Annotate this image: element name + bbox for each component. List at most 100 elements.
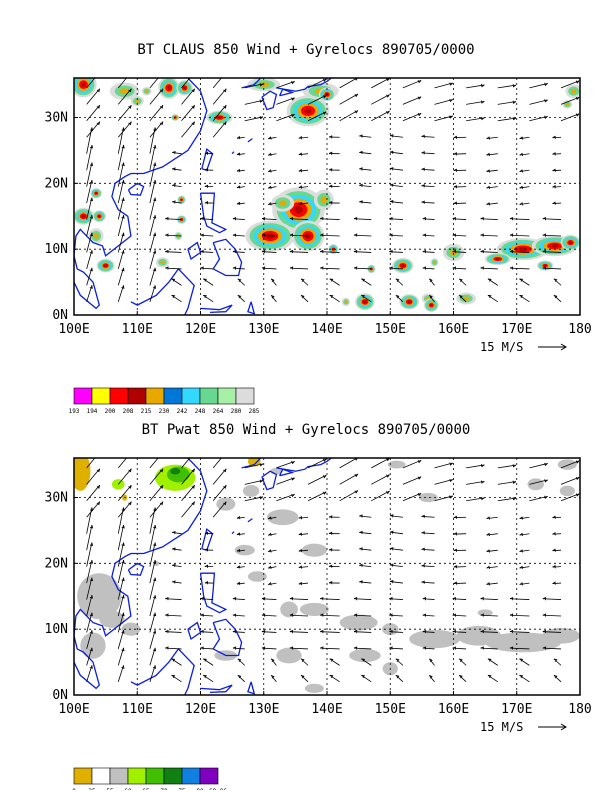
wind-arrow bbox=[86, 162, 93, 187]
wind-arrow bbox=[486, 186, 498, 189]
wind-arrow bbox=[371, 458, 390, 469]
wind-arrow bbox=[172, 548, 182, 551]
wind-arrowhead bbox=[203, 294, 207, 299]
wind-arrow bbox=[171, 278, 182, 286]
wind-arrowhead bbox=[259, 463, 264, 467]
wind-arrowhead bbox=[236, 201, 241, 206]
wind-arrowhead bbox=[459, 674, 463, 679]
wind-arrowhead bbox=[204, 151, 209, 155]
pwat-shading bbox=[485, 632, 562, 653]
wind-arrow bbox=[487, 658, 498, 666]
wind-arrowhead bbox=[429, 674, 433, 679]
wind-arrowhead bbox=[96, 501, 101, 506]
wind-arrow bbox=[486, 202, 498, 205]
wind-arrowhead bbox=[509, 249, 514, 254]
wind-arrowhead bbox=[291, 460, 295, 465]
wind-arrowhead bbox=[236, 565, 241, 569]
wind-arrowhead bbox=[389, 646, 393, 650]
wind-arrow bbox=[236, 516, 245, 519]
wind-arrow bbox=[371, 110, 390, 122]
colorbar-label: 65 bbox=[142, 788, 150, 790]
wind-arrow bbox=[487, 294, 498, 303]
wind-arrow bbox=[560, 460, 580, 469]
wind-arrowhead bbox=[553, 658, 558, 662]
vector-reference-arrowhead bbox=[560, 723, 567, 731]
wind-arrow bbox=[244, 116, 264, 122]
wind-arrowhead bbox=[171, 278, 176, 282]
wind-arrow bbox=[422, 234, 435, 237]
wind-arrow bbox=[339, 110, 359, 122]
wind-vectors bbox=[86, 78, 580, 303]
wind-arrowhead bbox=[453, 515, 457, 519]
wind-arrow bbox=[203, 294, 214, 303]
wind-arrowhead bbox=[421, 514, 425, 518]
wind-arrowhead bbox=[128, 468, 132, 473]
wind-arrowhead bbox=[480, 233, 484, 237]
wind-arrow bbox=[298, 549, 309, 552]
wind-arrowhead bbox=[89, 285, 93, 289]
wind-arrow bbox=[307, 458, 327, 469]
wind-arrow bbox=[390, 168, 403, 171]
wind-arrowhead bbox=[271, 278, 275, 283]
wind-arrowhead bbox=[200, 233, 204, 237]
wind-arrow bbox=[200, 647, 214, 650]
wind-arrowhead bbox=[204, 184, 209, 188]
coastline bbox=[127, 562, 145, 576]
wind-arrow bbox=[486, 582, 498, 585]
wind-arrow bbox=[181, 121, 195, 138]
wind-arrow bbox=[181, 484, 195, 502]
x-tick-label: 120E bbox=[185, 702, 216, 717]
wind-arrowhead bbox=[519, 294, 524, 299]
x-tick-label: 170E bbox=[501, 702, 532, 717]
wind-arrow bbox=[86, 197, 93, 220]
pwat-shading bbox=[304, 683, 324, 694]
cloud-shading bbox=[363, 300, 367, 304]
wind-arrow bbox=[395, 675, 404, 683]
coastline bbox=[279, 468, 295, 477]
wind-arrowhead bbox=[386, 94, 390, 98]
wind-arrow bbox=[236, 136, 245, 139]
wind-arrow bbox=[422, 631, 435, 633]
wind-arrowhead bbox=[159, 121, 164, 126]
wind-arrowhead bbox=[261, 233, 266, 237]
wind-arrow bbox=[509, 267, 530, 270]
wind-arrow bbox=[552, 549, 562, 552]
wind-arrow bbox=[509, 251, 530, 253]
pwat-shading bbox=[387, 460, 406, 469]
wind-arrow bbox=[434, 99, 453, 105]
wind-arrowhead bbox=[159, 105, 164, 109]
wind-arrow bbox=[421, 516, 435, 518]
wind-arrowhead bbox=[232, 646, 237, 650]
cloud-shading bbox=[518, 247, 528, 252]
wind-arrowhead bbox=[159, 485, 164, 489]
wind-arrowhead bbox=[552, 515, 556, 519]
wind-arrowhead bbox=[449, 495, 453, 499]
wind-arrowhead bbox=[89, 197, 94, 202]
wind-arrowhead bbox=[121, 524, 125, 529]
wind-arrowhead bbox=[192, 452, 195, 455]
wind-arrow bbox=[86, 595, 93, 617]
wind-arrowhead bbox=[542, 249, 547, 254]
pwat-shading bbox=[301, 543, 327, 557]
wind-arrowhead bbox=[395, 278, 400, 282]
wind-arrowhead bbox=[121, 612, 125, 617]
wind-arrow bbox=[553, 278, 562, 286]
cloud-shading bbox=[145, 89, 149, 93]
wind-arrowhead bbox=[232, 597, 237, 601]
wind-arrow bbox=[402, 459, 422, 469]
wind-arrowhead bbox=[200, 217, 204, 221]
wind-arrow bbox=[200, 218, 214, 220]
wind-arrowhead bbox=[237, 294, 242, 299]
x-tick-label: 170E bbox=[501, 322, 532, 337]
wind-arrow bbox=[486, 169, 498, 172]
wind-arrow bbox=[320, 218, 340, 220]
wind-arrow bbox=[300, 675, 309, 683]
wind-arrow bbox=[359, 515, 372, 518]
wind-arrowhead bbox=[300, 658, 305, 662]
wind-arrow bbox=[452, 218, 467, 220]
wind-arrowhead bbox=[359, 200, 363, 204]
wind-arrowhead bbox=[417, 459, 422, 464]
coastline bbox=[276, 458, 332, 472]
wind-arrow bbox=[237, 658, 246, 666]
wind-arrowhead bbox=[552, 185, 556, 189]
